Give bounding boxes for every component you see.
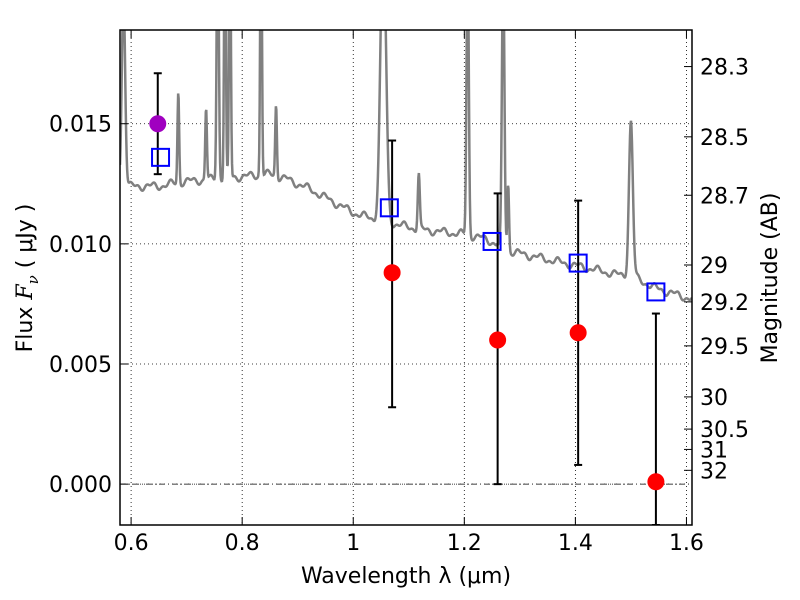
data-point [383, 264, 401, 282]
errorbar-layer [153, 72, 660, 525]
y-tick-label: 0.000 [49, 473, 112, 498]
y2-tick-label: 29.5 [700, 335, 749, 360]
grid-lines [120, 30, 692, 525]
spectrum-line [120, 30, 692, 302]
y-axis-label: Flux Fν ( μJy ) [13, 204, 42, 353]
y2-tick-label: 28.7 [700, 184, 749, 209]
model-point [151, 147, 171, 167]
y-tick-label: 0.010 [49, 233, 112, 258]
data-point [149, 115, 167, 133]
x-tick-label: 1 [346, 531, 360, 556]
data-point [489, 331, 507, 349]
x-tick-label: 0.8 [225, 531, 260, 556]
x-axis-label: Wavelength λ (μm) [301, 564, 511, 589]
y-tick-label: 0.005 [49, 353, 112, 378]
x-tick-label: 1.2 [447, 531, 482, 556]
y2-tick-label: 28.5 [700, 126, 749, 151]
marker-layer [149, 115, 666, 491]
spectrum-layer [120, 30, 692, 302]
model-point [379, 198, 399, 218]
data-point [569, 324, 587, 342]
plot-frame [119, 29, 693, 526]
x-tick-label: 1.4 [558, 531, 593, 556]
y2-tick-label: 28.3 [700, 56, 749, 81]
x-tick-label: 0.6 [114, 531, 149, 556]
model-point [646, 282, 666, 302]
ticks-layer: 0.6 0.8 1 1.2 1.4 1.6 0.000 0.005 0.010 0.015 28.3… [49, 30, 749, 556]
y2-axis-label: Magnitude (AB) [758, 193, 783, 364]
y2-tick-label: 31 [700, 438, 728, 463]
y-tick-label: 0.015 [49, 113, 112, 138]
y2-tick-label: 32 [700, 459, 728, 484]
y2-tick-label: 29.2 [700, 291, 749, 316]
model-point [568, 253, 588, 273]
y2-tick-label: 29 [700, 254, 728, 279]
data-point [647, 473, 665, 491]
y2-tick-label: 30 [700, 386, 728, 411]
x-tick-label: 1.6 [669, 531, 704, 556]
y2-tick-label: 30.5 [700, 418, 749, 443]
model-point [482, 231, 502, 251]
